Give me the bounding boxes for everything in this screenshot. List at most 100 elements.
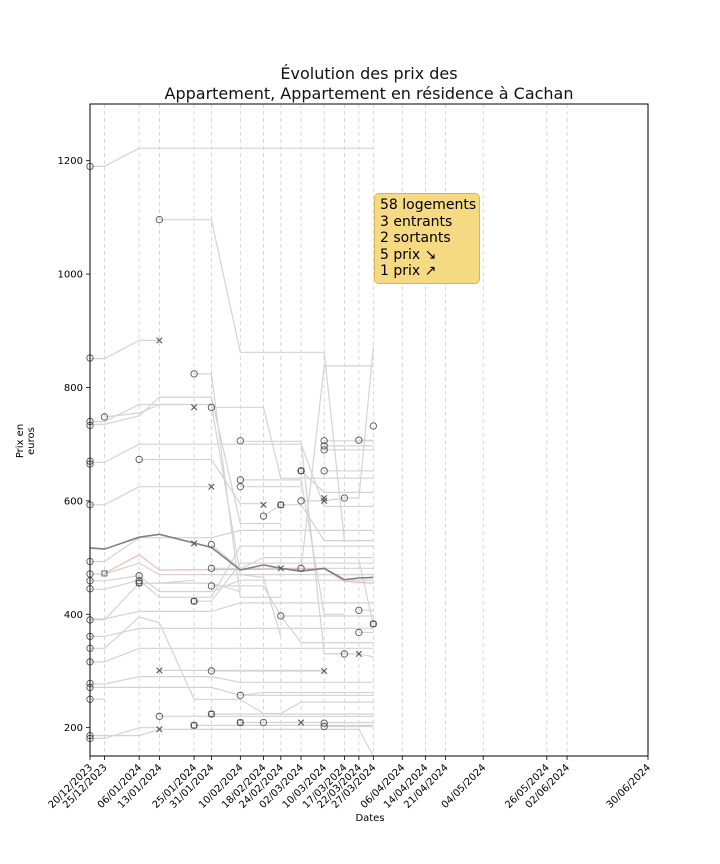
entry-point-marker xyxy=(135,455,143,464)
listing-price-line xyxy=(90,396,281,525)
exit-point-marker xyxy=(355,650,363,658)
listing-price-line xyxy=(104,403,282,638)
entry-point-marker xyxy=(135,579,143,587)
y-axis: 200 400 600 800 1000 1200 xyxy=(58,156,90,734)
listing-price-line xyxy=(90,686,374,696)
listing-price-line xyxy=(90,562,374,576)
listing-price-line xyxy=(211,406,374,479)
entry-point-marker xyxy=(190,721,198,730)
listing-price-line xyxy=(324,653,374,658)
square-point-marker xyxy=(101,570,108,577)
entry-point-marker xyxy=(277,612,285,620)
y-tick-label: 1200 xyxy=(58,156,83,167)
listing-price-line xyxy=(90,486,212,506)
square-point-marker xyxy=(298,467,305,474)
listing-price-line xyxy=(240,479,345,615)
listing-price-line xyxy=(280,615,374,644)
entry-point-marker xyxy=(236,718,244,727)
entry-point-marker xyxy=(297,564,305,572)
y-tick-label: 1000 xyxy=(58,270,83,281)
listing-price-line xyxy=(90,443,374,508)
entry-point-marker xyxy=(320,442,328,450)
listing-price-line xyxy=(90,728,374,757)
entry-point-marker xyxy=(355,628,363,637)
listing-price-line xyxy=(90,616,374,715)
exit-point-marker xyxy=(260,501,267,509)
entry-point-marker xyxy=(369,422,377,430)
entry-point-marker xyxy=(355,606,363,614)
listing-price-line xyxy=(300,470,374,493)
entry-point-marker xyxy=(369,620,377,628)
listing-price-line xyxy=(300,365,374,569)
listing-price-line xyxy=(90,575,374,593)
grid-lines xyxy=(89,104,649,756)
entry-point-marker xyxy=(320,446,328,454)
listing-price-line xyxy=(90,627,374,638)
listing-price-line xyxy=(90,147,374,167)
listing-price-line xyxy=(90,545,374,598)
x-axis: 20/12/202325/12/202306/01/202413/01/2024… xyxy=(47,756,654,811)
listing-price-line xyxy=(90,579,195,621)
exit-point-marker xyxy=(156,337,163,344)
entry-point-marker xyxy=(236,691,244,699)
listing-price-line xyxy=(90,675,374,685)
entry-point-marker xyxy=(259,718,268,727)
entry-point-marker xyxy=(236,483,244,491)
entry-point-marker xyxy=(320,437,328,445)
exit-point-marker xyxy=(156,667,163,674)
exit-point-marker xyxy=(320,494,328,502)
entry-point-marker xyxy=(190,370,198,378)
entry-point-marker xyxy=(207,582,216,590)
chart-title-line-1: Évolution des prix des xyxy=(280,64,458,83)
entry-point-marker xyxy=(236,437,244,445)
exit-point-marker xyxy=(277,565,285,572)
y-tick-label: 600 xyxy=(64,496,83,507)
entry-point-marker xyxy=(135,572,143,580)
summary-sortants: 2 sortants xyxy=(380,230,451,246)
square-point-marker xyxy=(237,719,244,726)
square-point-marker xyxy=(191,598,198,605)
entry-point-marker xyxy=(100,413,109,421)
median-price-line xyxy=(89,533,374,581)
y-tick-label: 400 xyxy=(64,610,83,621)
point-markers xyxy=(86,162,377,743)
listing-price-line xyxy=(240,440,345,655)
summary-prix-baisse: 5 prix ↘ xyxy=(380,246,437,263)
listing-price-line xyxy=(358,560,374,625)
entry-point-marker xyxy=(155,712,164,720)
entry-point-marker xyxy=(207,710,216,718)
square-point-marker xyxy=(208,711,215,717)
entry-point-marker xyxy=(277,501,285,509)
exit-point-marker xyxy=(320,497,328,505)
exit-point-marker xyxy=(320,667,328,675)
entry-point-marker xyxy=(320,467,328,475)
entry-point-marker xyxy=(135,577,143,585)
entry-point-marker xyxy=(340,650,349,658)
entry-point-marker xyxy=(320,722,328,731)
exit-point-marker xyxy=(190,404,198,411)
exit-point-marker xyxy=(297,719,305,726)
entry-point-marker xyxy=(207,540,216,549)
y-axis-label: Prix en euros xyxy=(15,423,37,459)
entry-point-marker xyxy=(207,403,216,411)
series-lines xyxy=(89,147,374,757)
listing-price-line xyxy=(344,347,374,499)
summary-logements: 58 logements xyxy=(380,197,477,213)
entry-point-marker xyxy=(207,667,216,675)
entry-point-marker xyxy=(155,216,164,224)
entry-point-marker xyxy=(259,512,268,520)
square-point-marker xyxy=(136,580,143,587)
entry-point-marker xyxy=(355,436,363,444)
listing-price-line xyxy=(139,458,264,505)
chart-title-line-2: Appartement, Appartement en résidence à … xyxy=(164,84,574,103)
x-tick-label: 30/06/2024 xyxy=(605,762,654,811)
square-point-marker xyxy=(277,501,284,508)
listing-price-line xyxy=(90,602,374,620)
listing-price-line xyxy=(90,727,160,740)
summary-prix-hausse: 1 prix ↗ xyxy=(380,263,437,279)
summary-box: 58 logements 3 entrants 2 sortants 5 pri… xyxy=(374,193,480,284)
plot-frame xyxy=(89,103,649,757)
y-tick-label: 800 xyxy=(64,383,83,394)
summary-entrants: 3 entrants xyxy=(380,213,453,230)
